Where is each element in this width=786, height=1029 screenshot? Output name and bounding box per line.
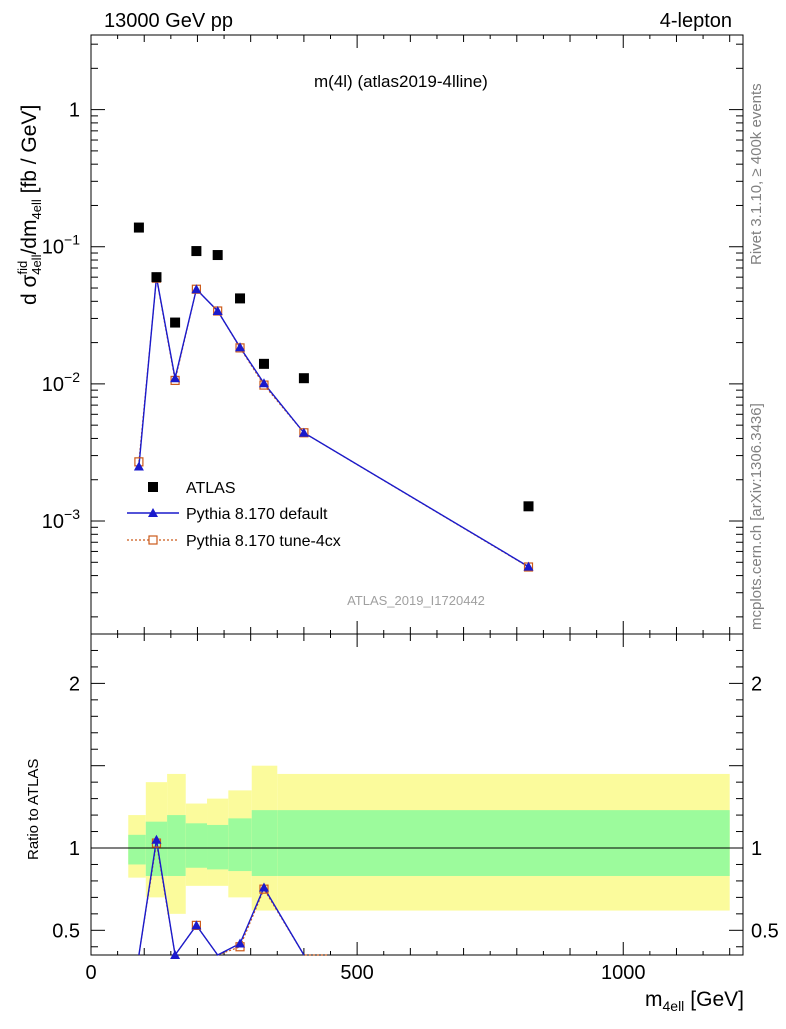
y-axis-label-part3: [fb / GeV]: [18, 105, 41, 200]
atlas-data-point: [133, 222, 144, 233]
ratio-default-point: [151, 834, 162, 844]
ratio-y-tick-label: 1: [69, 838, 80, 860]
legend: ATLAS Pythia 8.170 default Pythia 8.170 tu…: [127, 480, 341, 550]
y-axis-label-sub1: 4ell: [29, 254, 44, 274]
y-tick-label: 10−1: [42, 232, 80, 259]
default-point: [235, 342, 246, 352]
y-tick-label: 10−2: [42, 369, 80, 396]
y-tick-label-base: 10: [42, 374, 64, 396]
x-axis-label-sub: 4ell: [663, 998, 685, 1014]
default-point: [191, 284, 202, 294]
ratio-default-point: [258, 882, 269, 892]
atlas-data-point: [191, 246, 202, 257]
ratio-band-green: [145, 821, 168, 876]
y-axis-label-part1: d σ: [18, 274, 41, 305]
legend-label: ATLAS: [186, 480, 236, 497]
x-tick-label: 500: [340, 962, 373, 984]
legend-label: Pythia 8.170 tune-4cx: [186, 533, 341, 550]
y-tick-label-base: 10: [42, 511, 64, 533]
x-axis-label-base: m: [645, 988, 663, 1011]
ratio-band-green: [167, 815, 186, 876]
atlas-data-point: [523, 501, 534, 512]
default-point: [170, 373, 181, 383]
y-axis-label-sup: fid: [15, 261, 30, 275]
plot-title: m(4l) (atlas2019-4lline): [314, 72, 488, 91]
x-tick-label: 1000: [601, 962, 646, 984]
atlas-data-point: [170, 317, 181, 328]
y-tick-label-exponent: −1: [64, 232, 80, 248]
legend-label: Pythia 8.170 default: [186, 506, 328, 523]
ratio-y-tick-label: 0.5: [52, 920, 80, 942]
energy-label: 13000 GeV pp: [104, 10, 233, 32]
y-axis-label-part2: /dm: [18, 220, 41, 255]
y-tick-label-exponent: −2: [64, 369, 80, 385]
ratio-line-default: [138, 839, 305, 957]
ratio-y-tick-label-right: 2: [751, 673, 762, 695]
default-point: [133, 461, 144, 471]
default-point: [523, 561, 534, 571]
ratio-band-green: [207, 824, 229, 870]
atlas-data-point: [298, 373, 309, 384]
series-line-default: [138, 277, 529, 568]
main-series: [133, 222, 534, 572]
default-point: [212, 305, 223, 315]
default-point: [298, 427, 309, 437]
default-point: [258, 378, 269, 388]
ratio-band-green: [128, 834, 146, 865]
atlas-data-point: [151, 272, 162, 283]
ratio-default-point: [235, 938, 246, 948]
atlas-data-point: [258, 358, 269, 369]
source-label: mcplots.cern.ch [arXiv:1306.3436]: [748, 403, 765, 630]
x-tick-label: 0: [85, 962, 96, 984]
legend-marker-default: [148, 508, 158, 517]
y-axis-label: d σfid4ell/dm4ell [fb / GeV]: [15, 105, 44, 305]
ratio-y-tick-label-right: 1: [751, 838, 762, 860]
ratio-default-point: [191, 920, 202, 930]
rivet-label: Rivet 3.1.10, ≥ 400k events: [748, 83, 765, 265]
ratio-y-axis-label: Ratio to ATLAS: [25, 759, 42, 860]
y-tick-label: 1: [69, 100, 80, 122]
ratio-default-point: [170, 950, 181, 959]
ratio-band-green: [228, 818, 252, 872]
x-axis-label-unit: [GeV]: [690, 988, 744, 1011]
ratio-y-tick-label-right: 0.5: [751, 920, 779, 942]
y-tick-label-exponent: −3: [64, 506, 80, 522]
ratio-series: [138, 834, 328, 959]
ratio-uncertainty-bands: [128, 765, 730, 914]
ratio-band-green: [251, 810, 278, 876]
ratio-y-tick-label: 2: [69, 673, 80, 695]
series-line-tune: [138, 278, 529, 568]
atlas-data-point: [212, 250, 223, 261]
x-axis-label: m4ell [GeV]: [645, 988, 744, 1014]
channel-label: 4-lepton: [660, 10, 732, 32]
ratio-band-green: [185, 823, 208, 868]
legend-marker-tune: [148, 535, 158, 545]
y-tick-label: 10−3: [42, 506, 80, 533]
y-tick-label-base: 10: [42, 237, 64, 259]
y-axis-label-sub2: 4ell: [29, 199, 44, 219]
legend-marker-atlas: [148, 482, 158, 492]
atlas-data-point: [235, 293, 246, 304]
ratio-band-green: [277, 810, 730, 876]
analysis-id: ATLAS_2019_I1720442: [347, 593, 485, 608]
ratio-frame: [90, 633, 744, 956]
